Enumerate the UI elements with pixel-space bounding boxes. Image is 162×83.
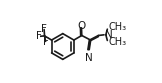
Text: F: F [43, 37, 49, 47]
Text: F: F [41, 24, 47, 34]
Text: CH₃: CH₃ [109, 37, 127, 47]
Text: F: F [36, 31, 42, 41]
Text: N: N [105, 30, 113, 40]
Text: N: N [85, 53, 93, 63]
Text: CH₃: CH₃ [109, 22, 127, 32]
Text: O: O [77, 21, 86, 31]
